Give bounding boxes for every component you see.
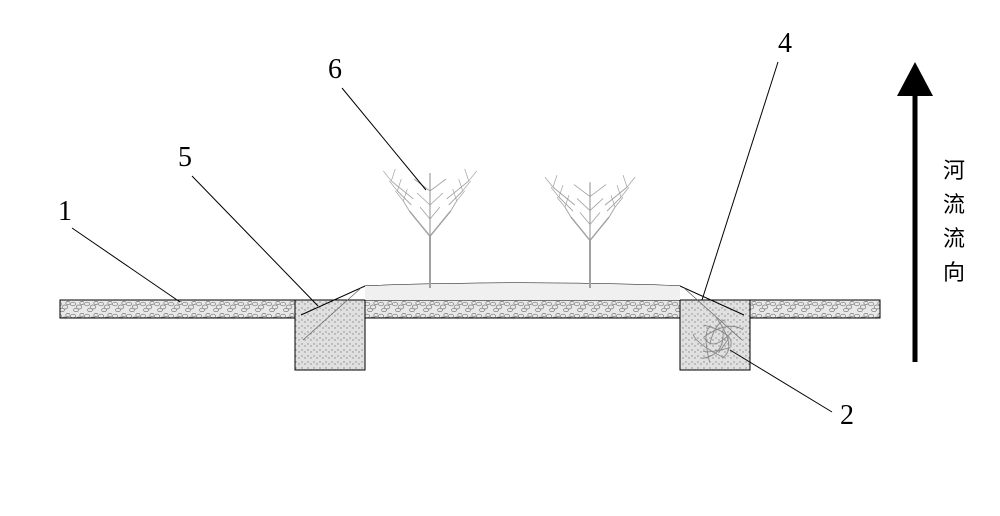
flow-direction-label: 向 — [943, 260, 965, 285]
riverbed-segment — [60, 300, 295, 318]
flow-direction-label: 流 — [943, 226, 965, 251]
planting-pit — [295, 300, 365, 370]
callout-leader — [342, 88, 426, 190]
planting-pit — [680, 300, 750, 370]
flow-direction-label: 河 — [943, 158, 965, 183]
riverbed-segment — [365, 300, 680, 318]
callout-number: 1 — [58, 196, 72, 227]
tree — [545, 175, 635, 288]
tree — [383, 169, 476, 288]
callout-number: 4 — [778, 28, 792, 59]
callout-leader — [192, 176, 318, 306]
callout-number: 6 — [328, 54, 342, 85]
callout-leader — [72, 228, 180, 302]
callout-number: 5 — [178, 142, 192, 173]
callout-number: 2 — [840, 400, 854, 431]
flow-arrow-head — [897, 62, 933, 96]
riverbed-segment — [750, 300, 880, 318]
flow-direction-label: 流 — [943, 192, 965, 217]
callout-leader — [702, 62, 778, 300]
mound-fill — [365, 283, 680, 300]
callout-leader — [730, 350, 832, 412]
